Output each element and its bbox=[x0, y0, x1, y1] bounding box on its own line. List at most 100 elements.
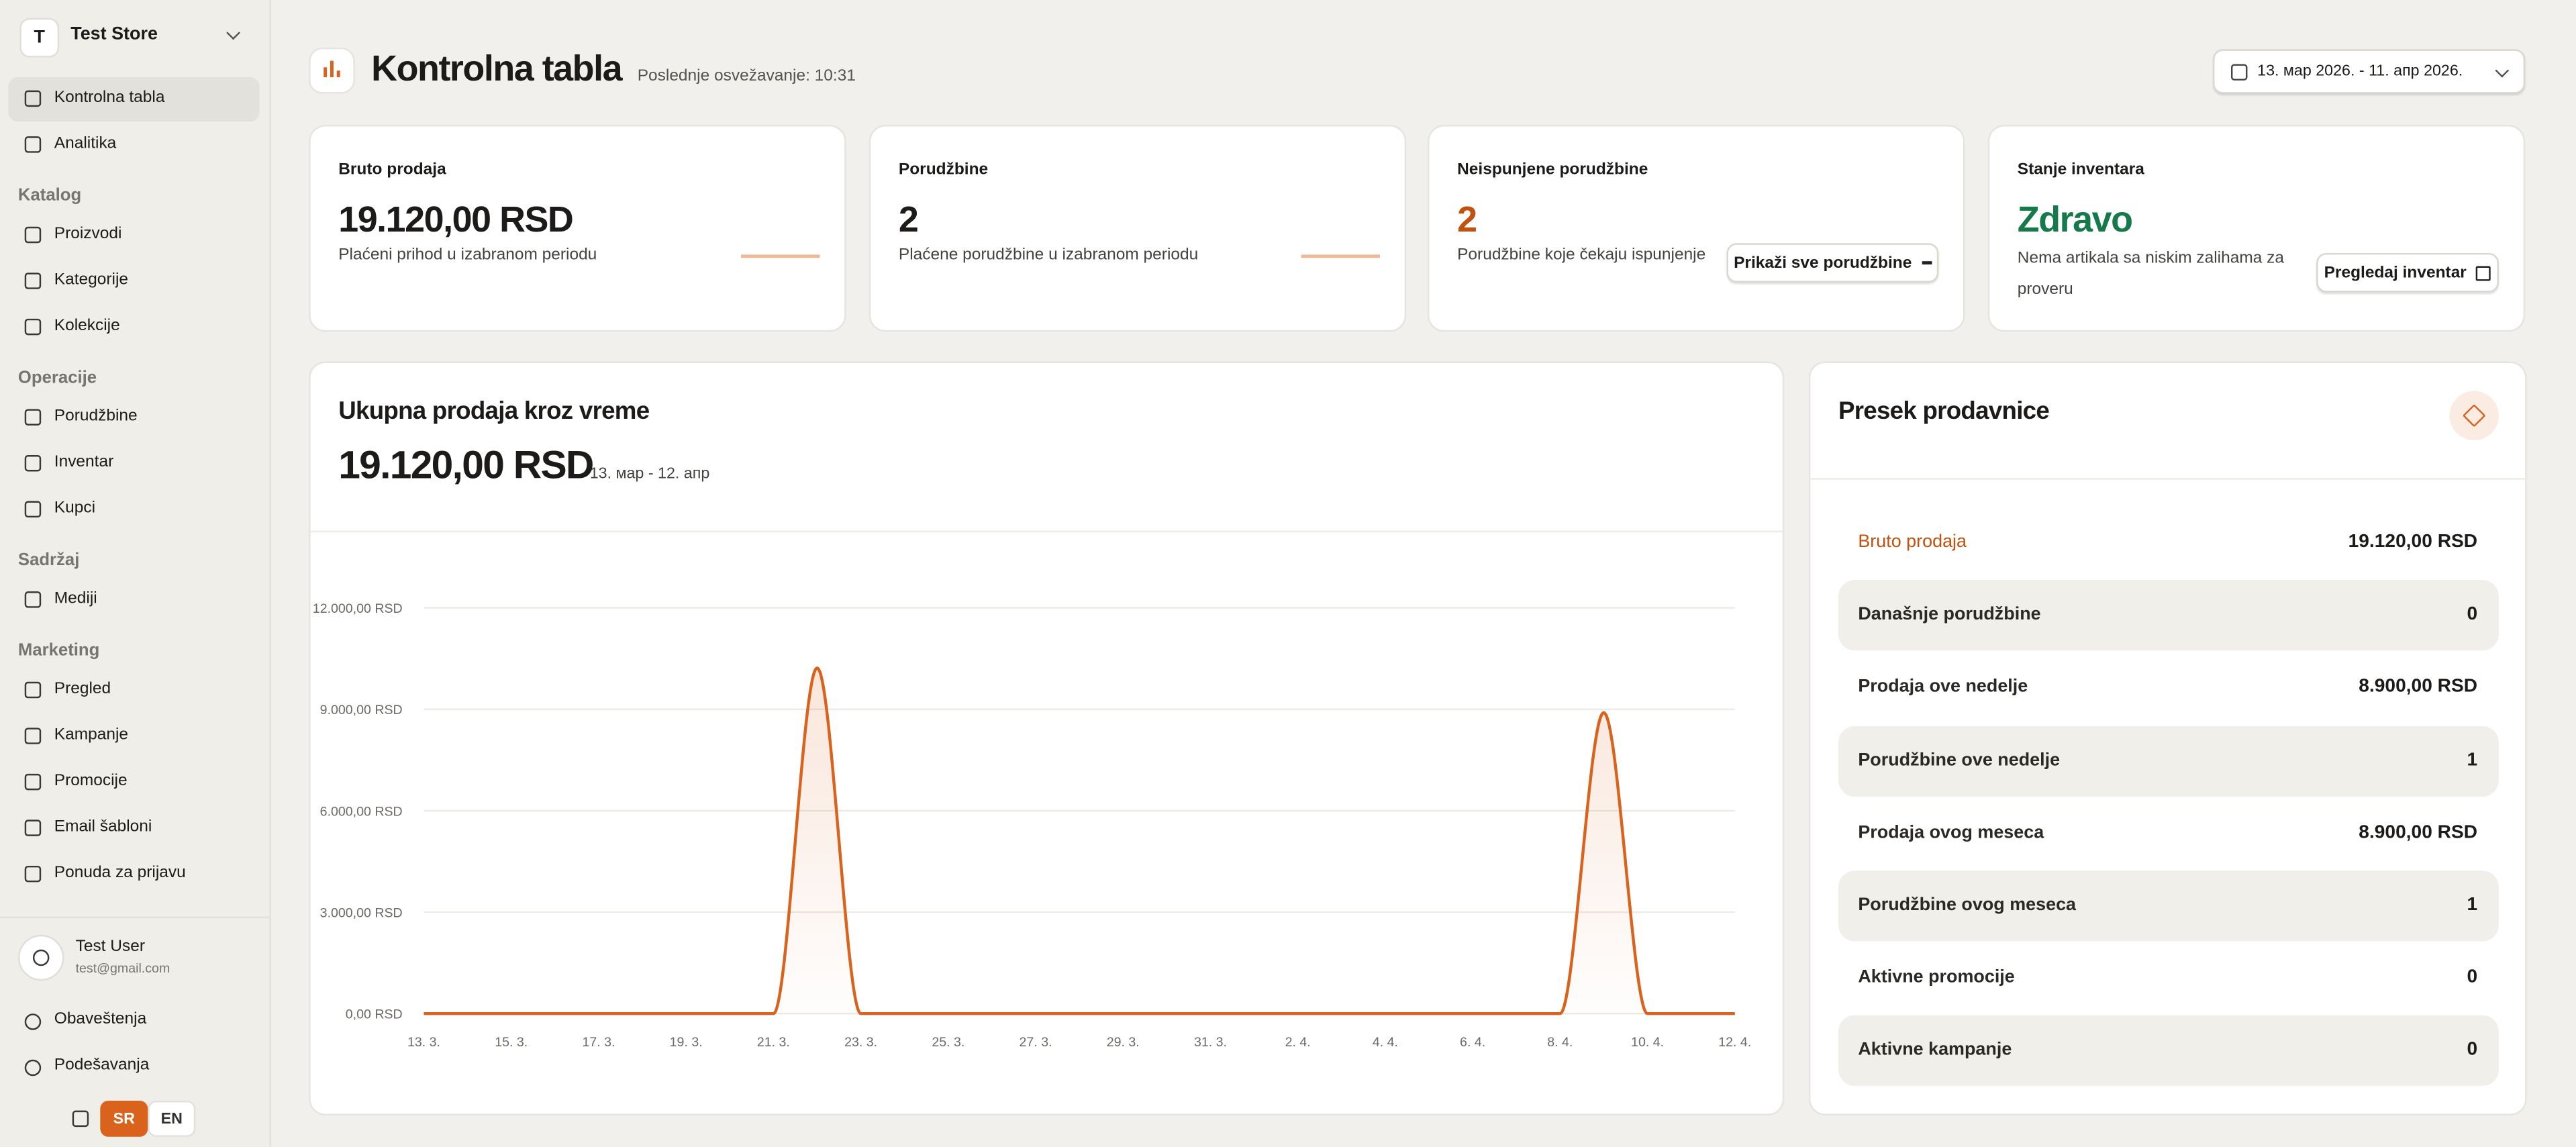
x-tick-label: 29. 3. bbox=[1107, 1035, 1140, 1050]
y-tick-label: 0,00 RSD bbox=[346, 1007, 403, 1022]
area bbox=[424, 668, 1735, 1014]
nav-item[interactable]: Inventar bbox=[54, 453, 114, 472]
row-background bbox=[1838, 580, 2499, 651]
nav-item[interactable]: Porudžbine bbox=[54, 407, 138, 426]
refresh-time: Poslednje osvežavanje: 10:31 bbox=[637, 67, 856, 86]
store-avatar: T bbox=[19, 17, 60, 58]
x-tick-label: 17. 3. bbox=[582, 1035, 615, 1050]
icon bbox=[24, 865, 42, 883]
x-tick-label: 2. 4. bbox=[1285, 1035, 1311, 1050]
stat-value: 19.120,00 RSD bbox=[338, 199, 574, 240]
nav-item[interactable]: Obaveštenja bbox=[54, 1010, 147, 1029]
icon bbox=[24, 409, 42, 426]
button-label: Pregledaj inventar bbox=[2324, 263, 2467, 282]
language-option[interactable]: SR bbox=[100, 1100, 148, 1137]
user-email: test@gmail.com bbox=[75, 960, 170, 976]
nav-item[interactable]: Email šabloni bbox=[54, 817, 152, 836]
header-icon-bar bbox=[330, 60, 333, 78]
nav-heading: Marketing bbox=[17, 640, 100, 660]
x-tick-label: 15. 3. bbox=[495, 1035, 528, 1050]
nav-item[interactable]: Kampanje bbox=[54, 726, 128, 744]
x-tick-label: 25. 3. bbox=[932, 1035, 964, 1050]
icon bbox=[24, 773, 42, 791]
icon bbox=[72, 1110, 89, 1128]
row-label: Današnje porudžbine bbox=[1858, 605, 2041, 625]
row-background bbox=[1838, 725, 2499, 797]
stat-label: Bruto prodaja bbox=[338, 160, 446, 179]
fade bbox=[0, 900, 270, 920]
row-background bbox=[1838, 870, 2499, 942]
nav-item[interactable]: Ponuda za prijavu bbox=[54, 864, 186, 883]
icon bbox=[24, 90, 42, 107]
user-name[interactable]: Test User bbox=[75, 938, 145, 956]
overview-title: Presek prodavnice bbox=[1838, 397, 2050, 426]
stat-description: Porudžbine koje čekaju ispunjenje bbox=[1457, 246, 1706, 265]
action-button[interactable]: Prikaži sve porudžbine bbox=[1726, 243, 1939, 283]
nav-item[interactable]: Kategorije bbox=[54, 270, 128, 289]
x-tick-label: 31. 3. bbox=[1194, 1035, 1227, 1050]
sparkline bbox=[1301, 254, 1381, 258]
button-label: Prikaži sve porudžbine bbox=[1734, 254, 1912, 272]
x-tick-label: 13. 3. bbox=[407, 1035, 440, 1050]
chevron bbox=[226, 26, 240, 40]
overview-card: Presek prodavnice Bruto prodaja 19.120,00 … bbox=[1808, 361, 2529, 1115]
row-label: Porudžbine ove nedelje bbox=[1858, 750, 2061, 770]
icon bbox=[24, 1059, 42, 1077]
nav-item[interactable]: Pregled bbox=[54, 680, 111, 699]
x-tick-label: 10. 4. bbox=[1631, 1035, 1664, 1050]
date-range: 13. мар 2026. - 11. апр 2026. bbox=[2257, 62, 2463, 81]
icon bbox=[24, 819, 42, 836]
language-option[interactable]: EN bbox=[148, 1100, 196, 1137]
icon bbox=[24, 455, 42, 472]
stat-description: Plaćeni prihod u izabranom periodu bbox=[338, 246, 597, 265]
y-tick-label: 3.000,00 RSD bbox=[320, 905, 403, 920]
nav-item[interactable]: Kolekcije bbox=[54, 317, 120, 336]
row-label: Porudžbine ovog meseca bbox=[1858, 895, 2077, 915]
nav-item[interactable]: Kontrolna tabla bbox=[54, 89, 165, 107]
nav-item[interactable]: Podešavanja bbox=[54, 1056, 150, 1075]
row-value: 19.120,00 RSD bbox=[2348, 532, 2478, 552]
stat-card: Bruto prodaja 19.120,00 RSD Plaćeni prihod… bbox=[309, 125, 846, 332]
icon bbox=[24, 591, 42, 608]
stat-card: Porudžbine 2 Plaćene porudžbine u izabrano… bbox=[869, 125, 1407, 332]
store-name[interactable]: Test Store bbox=[70, 24, 158, 45]
calendar-icon bbox=[2230, 64, 2248, 81]
chart-title: Ukupna prodaja kroz vreme bbox=[338, 397, 650, 426]
chart-total: 19.120,00 RSD bbox=[338, 443, 594, 488]
stat-value: 2 bbox=[1457, 199, 1477, 240]
icon bbox=[24, 501, 42, 518]
overview-icon bbox=[2449, 391, 2499, 440]
nav-item[interactable]: Proizvodi bbox=[54, 225, 122, 244]
row-value: 1 bbox=[2467, 895, 2478, 915]
nav-heading: Katalog bbox=[17, 185, 82, 205]
row-label: Aktivne kampanje bbox=[1858, 1040, 2012, 1060]
icon bbox=[32, 949, 50, 966]
user-sep bbox=[0, 916, 270, 919]
x-tick-label: 6. 4. bbox=[1460, 1035, 1485, 1050]
nav-item[interactable]: Promocije bbox=[54, 772, 128, 791]
nav-heading: Sadržaj bbox=[17, 550, 80, 570]
x-tick-label: 8. 4. bbox=[1547, 1035, 1573, 1050]
row-value: 8.900,00 RSD bbox=[2359, 677, 2478, 697]
date-range-button[interactable]: 13. мар 2026. - 11. апр 2026. bbox=[2213, 49, 2526, 94]
divider bbox=[310, 530, 1783, 533]
nav-item[interactable]: Kupci bbox=[54, 499, 96, 518]
sidebar: T Test Store Kontrolna tabla Analitika Katal… bbox=[0, 0, 271, 1147]
stat-value: 2 bbox=[898, 199, 919, 240]
chevron bbox=[2495, 63, 2510, 78]
button-icon bbox=[1922, 262, 1932, 264]
chart-period: 13. мар - 12. апр bbox=[589, 464, 710, 483]
icon bbox=[24, 728, 42, 744]
row-value: 0 bbox=[2467, 968, 2478, 988]
stat-label: Stanje inventara bbox=[2017, 160, 2144, 179]
stat-label: Neispunjene porudžbine bbox=[1457, 160, 1648, 179]
header-icon-bar bbox=[336, 70, 340, 78]
row-background bbox=[1838, 1015, 2499, 1087]
nav-item[interactable]: Mediji bbox=[54, 589, 97, 608]
row-label: Bruto prodaja bbox=[1858, 532, 1967, 552]
nav-item[interactable]: Analitika bbox=[54, 134, 117, 153]
action-button[interactable]: Pregledaj inventar bbox=[2316, 252, 2499, 293]
row-label: Aktivne promocije bbox=[1858, 968, 2015, 988]
